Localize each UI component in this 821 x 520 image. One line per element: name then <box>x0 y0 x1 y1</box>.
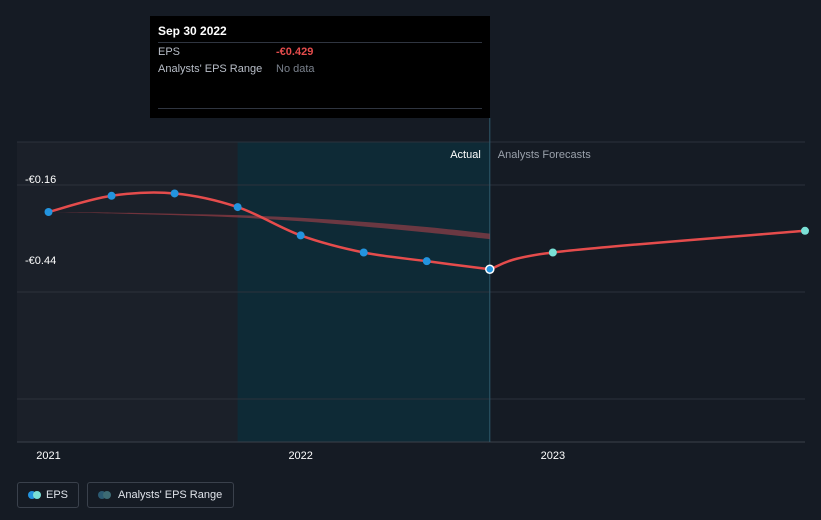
eps-actual-point-6 <box>422 257 431 266</box>
eps-actual-point-0 <box>44 207 53 216</box>
tooltip-date: Sep 30 2022 <box>158 24 227 38</box>
legend-range-button[interactable]: Analysts' EPS Range <box>87 482 234 508</box>
analysts-forecasts-label: Analysts Forecasts <box>498 149 591 161</box>
x-tick-label-1: 2022 <box>288 450 312 462</box>
legend-range-label: Analysts' EPS Range <box>118 489 223 501</box>
x-tick-label-2: 2023 <box>541 450 565 462</box>
eps-forecast-point-2 <box>801 226 809 235</box>
eps-actual-point-1 <box>107 191 116 200</box>
tooltip-eps-label: EPS <box>158 46 181 58</box>
gridlines <box>17 141 805 443</box>
tooltip: Sep 30 2022 EPS -€0.429 Analysts' EPS Ra… <box>150 16 490 118</box>
range-legend-icon <box>98 491 112 499</box>
eps-actual-point-3 <box>233 203 242 212</box>
eps-actual-point-4 <box>296 231 305 240</box>
tooltip-divider <box>158 108 482 109</box>
tooltip-range-value: No data <box>276 63 315 75</box>
eps-forecast-point-1 <box>548 248 557 257</box>
eps-range-band <box>48 211 490 240</box>
y-tick-labels: -€0.16 -€0.44 <box>25 174 56 267</box>
x-tick-label-0: 2021 <box>36 450 60 462</box>
eps-range-band-area <box>48 211 490 240</box>
eps-actual-point-2 <box>170 189 179 198</box>
legend-eps-label: EPS <box>45 489 68 501</box>
tooltip-range-label: Analysts' EPS Range <box>158 63 263 75</box>
eps-forecast-line <box>488 229 807 271</box>
tooltip-eps-row: EPS -€0.429 <box>158 42 482 60</box>
y-tick-label-0: -€0.16 <box>25 174 56 186</box>
tooltip-range-row: Analysts' EPS Range No data <box>158 60 482 77</box>
actual-label: Actual <box>450 149 481 161</box>
tooltip-eps-value: -€0.429 <box>276 46 314 58</box>
eps-actual-point-5 <box>359 248 368 257</box>
eps-actual-point-7 <box>485 264 495 275</box>
eps-chart: -€0.16 -€0.44 2021 2022 2023 Actual Analyst… <box>17 118 809 462</box>
legend-eps-button[interactable]: EPS <box>17 482 79 508</box>
eps-points <box>44 189 809 275</box>
x-tick-labels: 2021 2022 2023 <box>36 450 565 462</box>
y-tick-label-1: -€0.44 <box>25 255 56 267</box>
eps-legend-icon <box>28 491 41 499</box>
